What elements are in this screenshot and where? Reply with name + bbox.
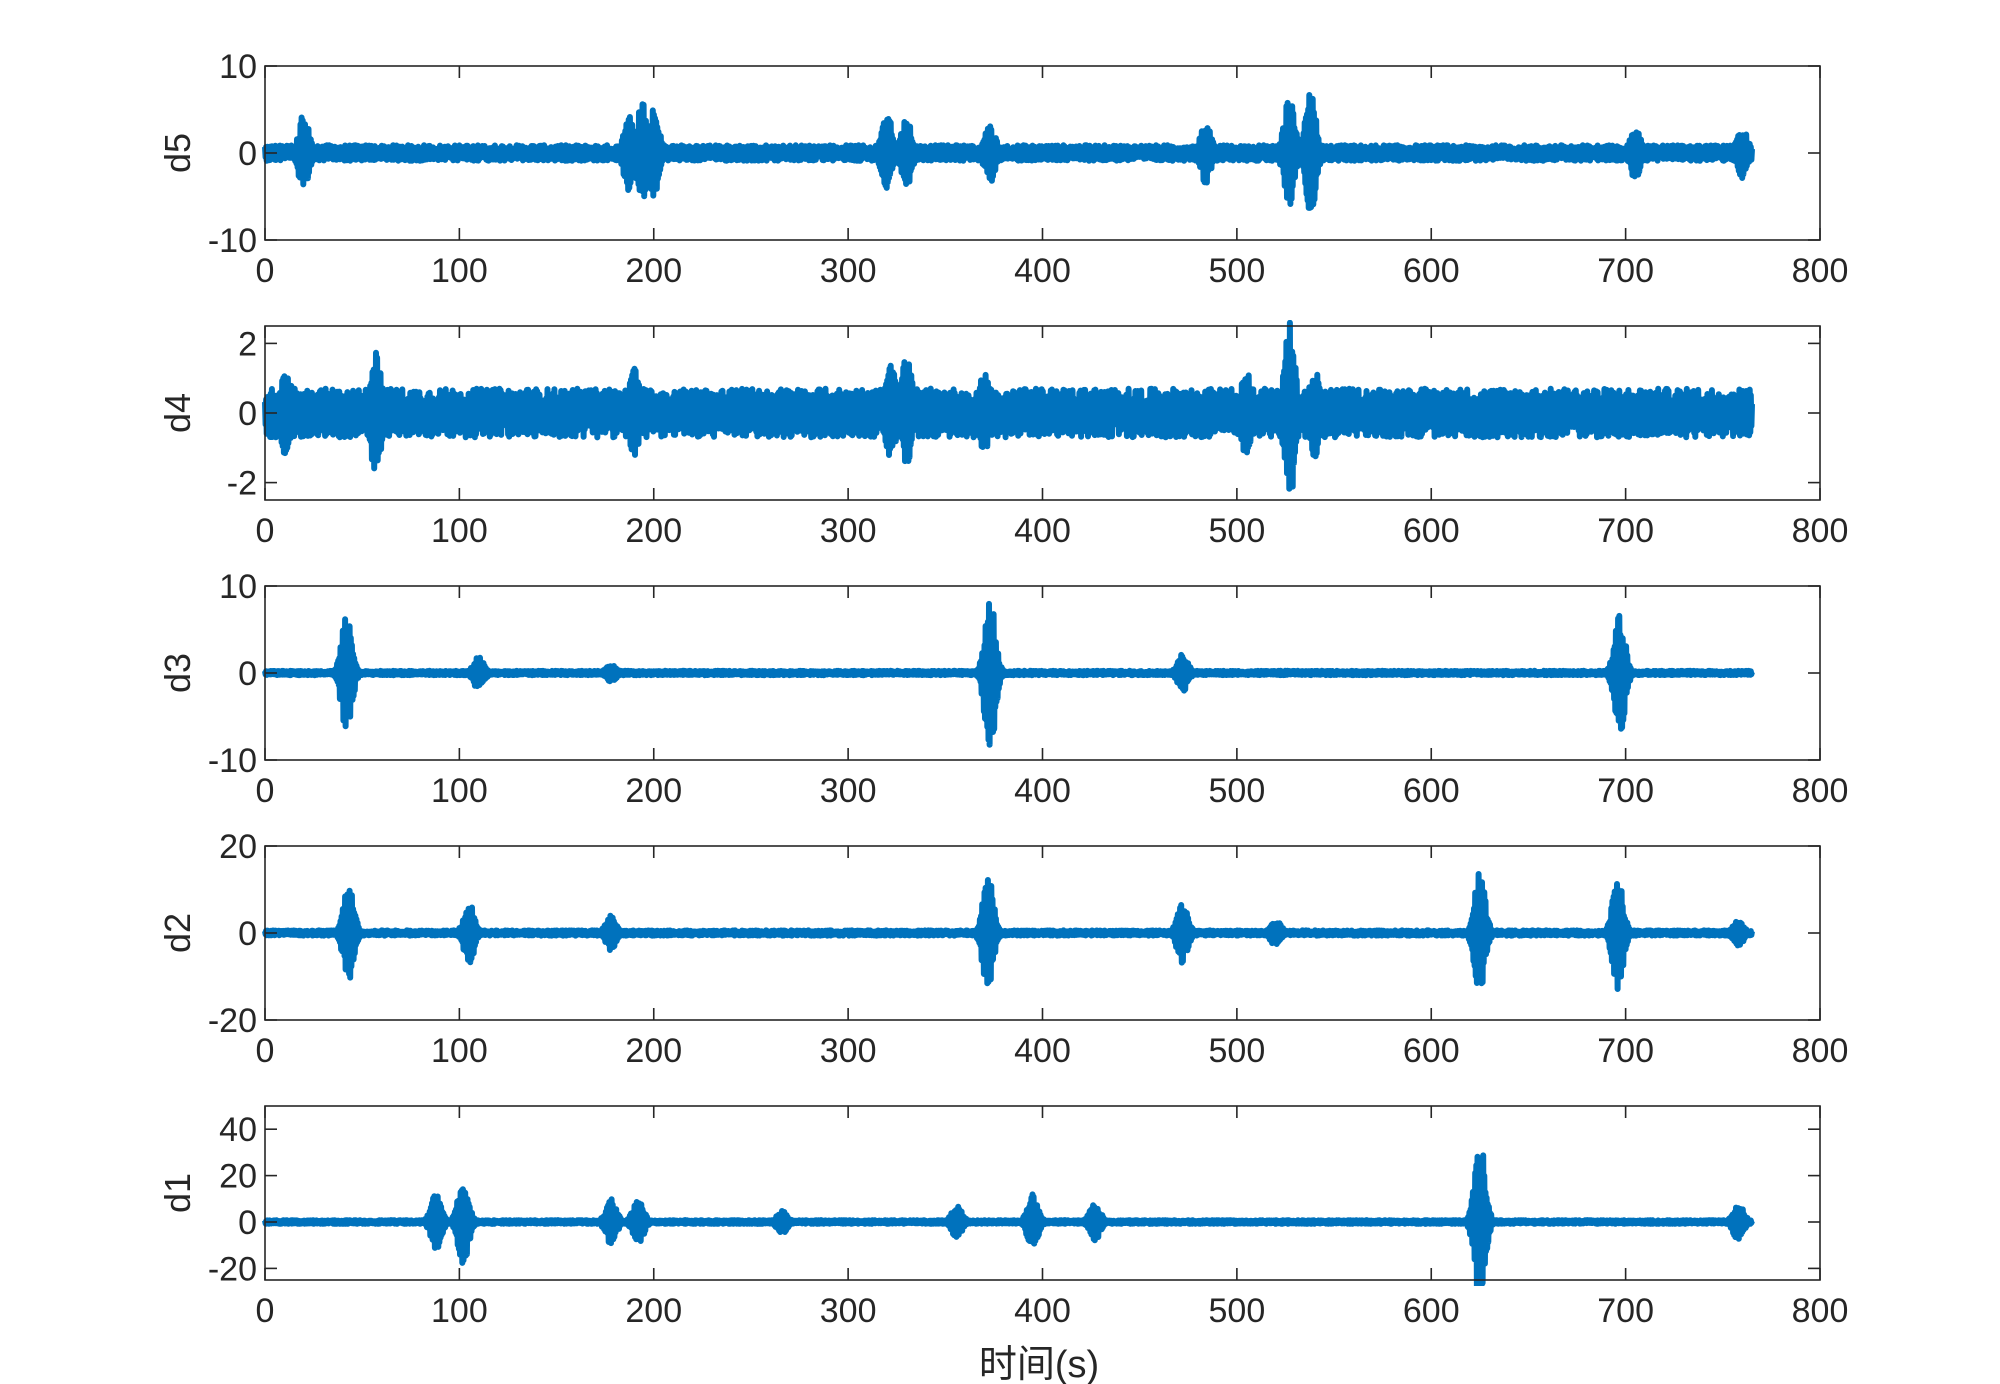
- y-tick-label: -10: [208, 742, 257, 780]
- x-tick-label: 100: [431, 772, 488, 810]
- subplot-d1: 0 100 200 300 400 500 600 700 800 -20 0 20 40 d1: [157, 1105, 1849, 1330]
- y-axis-label-d4: d4: [157, 393, 198, 433]
- signal-line-d5: [262, 92, 1755, 211]
- y-tick-label: 20: [219, 828, 257, 866]
- y-tick-label: 2: [238, 325, 257, 363]
- x-tick-label: 700: [1597, 1032, 1654, 1070]
- x-tick-label: 600: [1403, 512, 1460, 550]
- y-tick-label: -10: [208, 222, 257, 260]
- x-tick-label: 400: [1014, 1292, 1071, 1330]
- x-tick-label: 100: [431, 512, 488, 550]
- x-tick-label: 600: [1403, 1032, 1460, 1070]
- y-tick-label: 0: [238, 135, 257, 173]
- y-tick-label: -2: [227, 465, 257, 503]
- y-axis-label-d5: d5: [157, 133, 198, 173]
- y-tick-label: 10: [219, 568, 257, 606]
- x-tick-label: 0: [256, 252, 275, 290]
- subplot-d4: 0 100 200 300 400 500 600 700 800 -2 0 2 d4: [157, 320, 1849, 550]
- x-tick-label: 800: [1792, 1032, 1849, 1070]
- y-tick-label: -20: [208, 1250, 257, 1288]
- signal-line-d1: [262, 1152, 1755, 1286]
- y-tick-label: 0: [238, 655, 257, 693]
- x-tick-label: 200: [625, 512, 682, 550]
- x-tick-label: 700: [1597, 252, 1654, 290]
- x-tick-label: 500: [1209, 1032, 1266, 1070]
- x-axis-label: 时间(s): [979, 1344, 1099, 1384]
- x-tick-label: 100: [431, 1032, 488, 1070]
- x-tick-label: 300: [820, 512, 877, 550]
- x-tick-label: 700: [1597, 512, 1654, 550]
- x-tick-label: 100: [431, 252, 488, 290]
- y-tick-label: 0: [238, 395, 257, 433]
- signal-line-d2: [262, 871, 1755, 992]
- x-tick-label: 300: [820, 1292, 877, 1330]
- y-axis-label-d1: d1: [157, 1173, 198, 1213]
- x-tick-label: 0: [256, 1032, 275, 1070]
- x-tick-label: 600: [1403, 1292, 1460, 1330]
- x-tick-label: 400: [1014, 772, 1071, 810]
- y-axis-label-d2: d2: [157, 913, 198, 953]
- signal-line-d3: [262, 600, 1755, 748]
- x-tick-label: 100: [431, 1292, 488, 1330]
- x-tick-label: 400: [1014, 512, 1071, 550]
- x-tick-label: 200: [625, 1032, 682, 1070]
- y-tick-label: 20: [219, 1158, 257, 1196]
- x-tick-label: 800: [1792, 252, 1849, 290]
- x-tick-label: 200: [625, 252, 682, 290]
- x-tick-label: 300: [820, 1032, 877, 1070]
- x-tick-label: 500: [1209, 772, 1266, 810]
- x-tick-label: 500: [1209, 512, 1266, 550]
- y-tick-label: 0: [238, 915, 257, 953]
- x-tick-label: 500: [1209, 1292, 1266, 1330]
- y-tick-label: 10: [219, 48, 257, 86]
- x-tick-label: 800: [1792, 512, 1849, 550]
- y-tick-label: 40: [219, 1111, 257, 1149]
- x-tick-label: 0: [256, 512, 275, 550]
- x-tick-label: 0: [256, 1292, 275, 1330]
- x-tick-label: 600: [1403, 252, 1460, 290]
- x-tick-label: 400: [1014, 1032, 1071, 1070]
- signal-line-d4: [262, 320, 1755, 492]
- y-axis-label-d3: d3: [157, 653, 198, 693]
- y-tick-label: -20: [208, 1002, 257, 1040]
- x-tick-label: 800: [1792, 1292, 1849, 1330]
- x-tick-label: 200: [625, 772, 682, 810]
- x-tick-label: 300: [820, 252, 877, 290]
- x-tick-label: 400: [1014, 252, 1071, 290]
- x-tick-label: 0: [256, 772, 275, 810]
- x-tick-label: 700: [1597, 1292, 1654, 1330]
- x-tick-label: 600: [1403, 772, 1460, 810]
- y-tick-label: 0: [238, 1204, 257, 1242]
- x-tick-label: 500: [1209, 252, 1266, 290]
- x-tick-label: 800: [1792, 772, 1849, 810]
- x-tick-label: 300: [820, 772, 877, 810]
- x-tick-label: 200: [625, 1292, 682, 1330]
- x-tick-label: 700: [1597, 772, 1654, 810]
